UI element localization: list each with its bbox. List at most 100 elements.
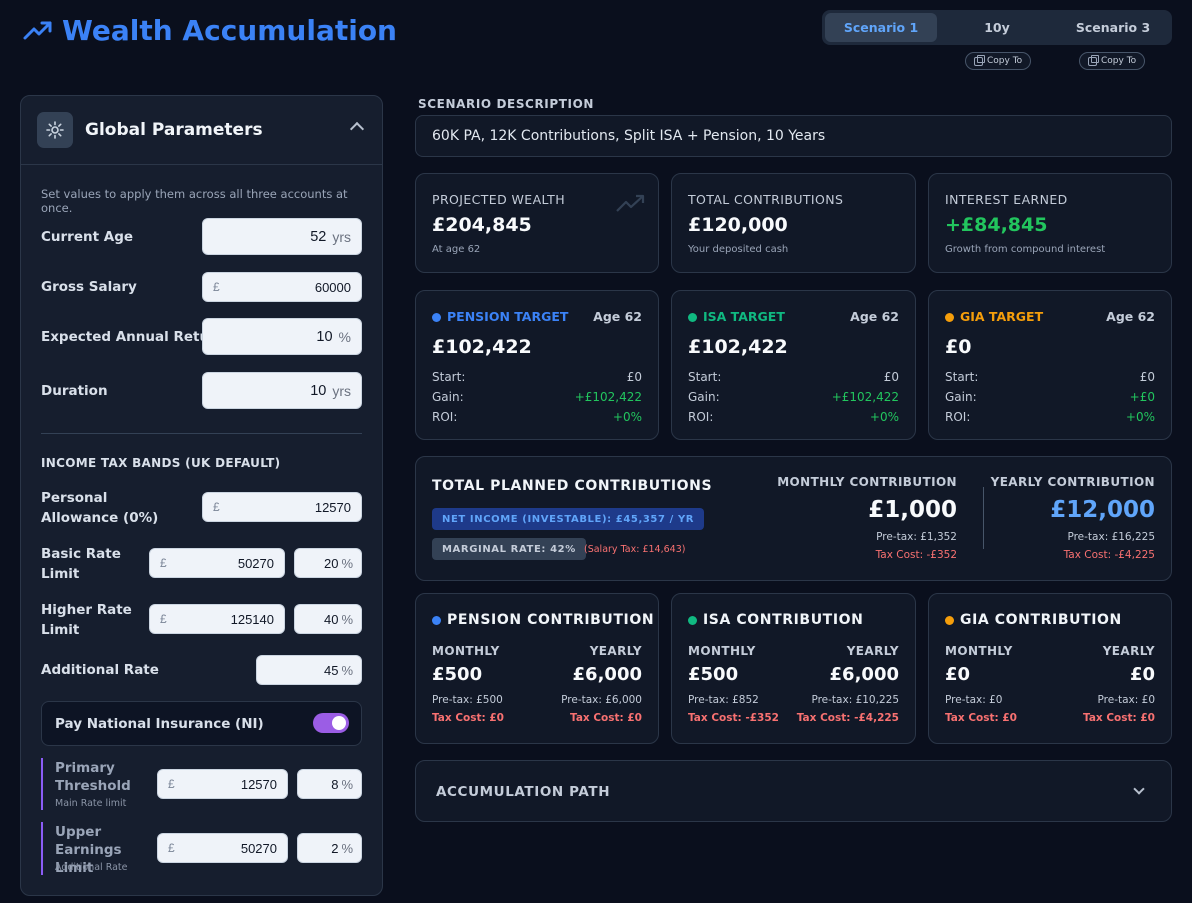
global-parameters-header[interactable]: Global Parameters xyxy=(21,96,382,165)
card-value: £120,000 xyxy=(688,214,788,236)
yearly-pretax: Pre-tax: £10,225 xyxy=(811,694,899,706)
target-title-text: GIA TARGET xyxy=(960,309,1044,324)
target-title: ISA TARGET xyxy=(688,309,785,324)
target-title: GIA TARGET xyxy=(945,309,1043,324)
planned-title: TOTAL PLANNED CONTRIBUTIONS xyxy=(432,478,713,494)
salary-tax-note: (Salary Tax: £14,643) xyxy=(584,544,686,555)
basic-rate-percent-field[interactable]: 20 % xyxy=(294,548,362,578)
ni-toggle[interactable] xyxy=(313,713,349,733)
chevron-down-icon[interactable] xyxy=(1133,783,1145,795)
roi-value: +0% xyxy=(1125,410,1155,424)
global-parameters-panel: Global Parameters Set values to apply th… xyxy=(20,95,383,896)
start-label: Start: xyxy=(688,370,722,384)
yearly-taxcost: Tax Cost: -£4,225 xyxy=(796,712,899,724)
target-title: PENSION TARGET xyxy=(432,309,568,324)
yearly-contribution-label: YEARLY CONTRIBUTION xyxy=(990,475,1155,489)
primary-threshold-percent-field[interactable]: 8 % xyxy=(297,769,362,799)
expected-return-field[interactable]: 10 % xyxy=(202,318,362,355)
current-age-value: 52 xyxy=(310,228,327,245)
net-income-badge: NET INCOME (INVESTABLE): £45,357 / YR xyxy=(432,508,705,530)
yearly-taxcost: Tax Cost: £0 xyxy=(570,712,642,724)
contribution-title-text: PENSION CONTRIBUTION xyxy=(447,612,655,628)
yearly-pretax: Pre-tax: £6,000 xyxy=(561,694,642,706)
target-value: £102,422 xyxy=(432,336,532,358)
start-label: Start: xyxy=(432,370,466,384)
chevron-up-icon[interactable] xyxy=(349,121,365,137)
primary-threshold-field[interactable]: £ 12570 xyxy=(157,769,288,799)
yearly-value: £0 xyxy=(1129,664,1155,685)
yearly-contribution-value: £12,000 xyxy=(1050,497,1155,523)
accumulation-path-section[interactable]: ACCUMULATION PATH xyxy=(415,760,1172,822)
target-title-text: ISA TARGET xyxy=(703,309,785,324)
upper-earnings-field[interactable]: £ 50270 xyxy=(157,833,288,863)
ni-toggle-row[interactable]: Pay National Insurance (NI) xyxy=(41,701,362,746)
currency-prefix: £ xyxy=(168,777,175,791)
copy-to-button-tab-2[interactable]: Copy To xyxy=(965,52,1032,70)
roi-label: ROI: xyxy=(432,410,458,424)
monthly-pretax: Pre-tax: £1,352 xyxy=(876,531,957,543)
basic-rate-percent-value: 20 xyxy=(323,555,339,571)
pension-dot xyxy=(432,313,441,322)
vertical-divider xyxy=(983,487,984,549)
percent-unit: % xyxy=(341,776,353,792)
card-label: INTEREST EARNED xyxy=(945,192,1068,207)
copy-to-button-tab-3[interactable]: Copy To xyxy=(1079,52,1146,70)
roi-label: ROI: xyxy=(945,410,971,424)
start-value: £0 xyxy=(883,370,899,384)
upper-earnings-sub: Additional Rate xyxy=(55,862,128,873)
roi-value: +0% xyxy=(869,410,899,424)
accumulation-path-title: ACCUMULATION PATH xyxy=(436,784,611,800)
duration-value: 10 xyxy=(310,382,327,399)
tab-10y[interactable]: 10y xyxy=(984,20,1010,35)
scenario-description-input[interactable]: 60K PA, 12K Contributions, Split ISA + P… xyxy=(415,115,1172,157)
marginal-rate-badge: MARGINAL RATE: 42% xyxy=(432,538,586,560)
settings-icon xyxy=(37,112,73,148)
upper-earnings-percent-field[interactable]: 2 % xyxy=(297,833,362,863)
gain-value: +£102,422 xyxy=(831,390,899,404)
pension-dot xyxy=(432,615,441,625)
card-value: +£84,845 xyxy=(945,214,1048,236)
gross-salary-field[interactable]: £ 60000 xyxy=(202,272,362,302)
total-contributions-card: TOTAL CONTRIBUTIONS £120,000 Your deposi… xyxy=(671,173,916,273)
tab-scenario-3[interactable]: Scenario 3 xyxy=(1075,20,1151,35)
yearly-label: YEARLY xyxy=(589,644,642,658)
currency-prefix: £ xyxy=(160,556,167,570)
gain-label: Gain: xyxy=(945,390,977,404)
duration-unit: yrs xyxy=(332,382,351,399)
trending-up-icon xyxy=(616,194,645,212)
tab-scenario-1[interactable]: Scenario 1 xyxy=(825,13,937,42)
current-age-field[interactable]: 52 yrs xyxy=(202,218,362,255)
copy-to-label: Copy To xyxy=(1101,56,1137,66)
additional-rate-label: Additional Rate xyxy=(41,662,159,678)
duration-field[interactable]: 10 yrs xyxy=(202,372,362,409)
currency-prefix: £ xyxy=(168,841,175,855)
gia-dot xyxy=(945,313,954,322)
primary-threshold-sub: Main Rate limit xyxy=(55,798,127,809)
higher-rate-limit-field[interactable]: £ 125140 xyxy=(149,604,285,634)
percent-unit: % xyxy=(341,662,353,678)
monthly-label: MONTHLY xyxy=(688,644,756,658)
start-value: £0 xyxy=(1139,370,1155,384)
gia-dot xyxy=(945,615,954,625)
toggle-knob xyxy=(332,716,346,730)
contribution-title: GIA CONTRIBUTION xyxy=(945,612,1122,628)
basic-rate-limit-field[interactable]: £ 50270 xyxy=(149,548,285,578)
gain-value: +£102,422 xyxy=(574,390,642,404)
gain-label: Gain: xyxy=(432,390,464,404)
higher-rate-percent-field[interactable]: 40 % xyxy=(294,604,362,634)
yearly-taxcost: Tax Cost: -£4,225 xyxy=(1063,549,1155,561)
higher-rate-limit-value: 125140 xyxy=(230,611,274,627)
start-value: £0 xyxy=(626,370,642,384)
gross-salary-value: 60000 xyxy=(314,279,351,295)
isa-contribution-card: ISA CONTRIBUTION MONTHLY YEARLY £500 £6,… xyxy=(671,593,916,744)
additional-rate-field[interactable]: 45 % xyxy=(256,655,362,685)
target-age: Age 62 xyxy=(1106,309,1155,324)
contribution-title-text: GIA CONTRIBUTION xyxy=(960,612,1122,628)
yearly-label: YEARLY xyxy=(1102,644,1155,658)
personal-allowance-value: 12570 xyxy=(314,499,351,515)
roi-value: +0% xyxy=(612,410,642,424)
monthly-pretax: Pre-tax: £0 xyxy=(945,694,1003,706)
copy-icon xyxy=(1088,54,1099,66)
monthly-taxcost: Tax Cost: £0 xyxy=(432,712,504,724)
personal-allowance-field[interactable]: £ 12570 xyxy=(202,492,362,522)
